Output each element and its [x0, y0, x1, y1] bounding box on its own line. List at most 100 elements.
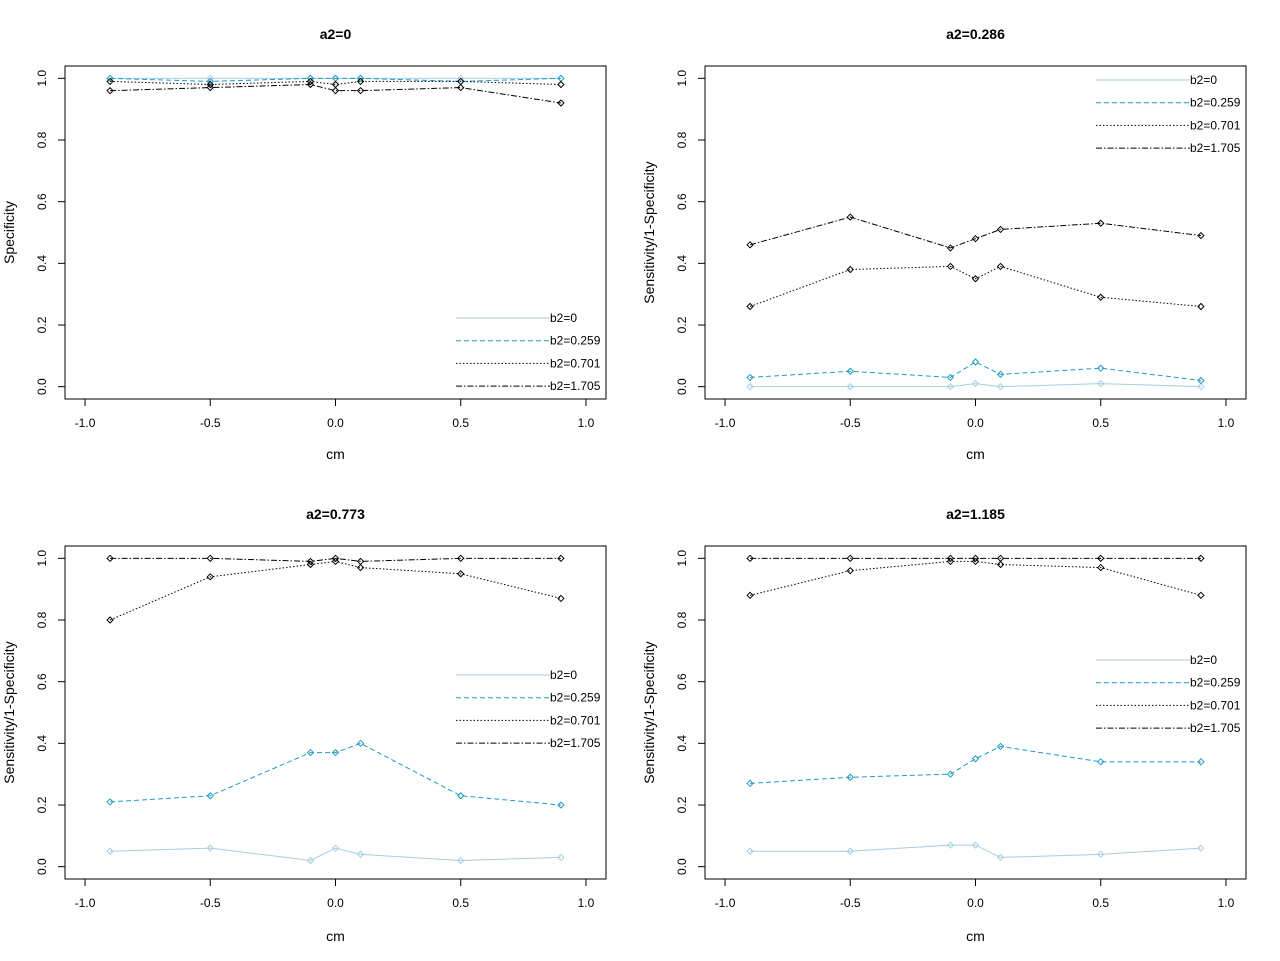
data-point [331, 86, 340, 95]
series-3 [106, 557, 565, 624]
data-point [996, 382, 1005, 391]
data-point [746, 382, 754, 391]
x-axis-label: cm [966, 928, 985, 944]
legend-label: b2=0.701 [1190, 698, 1241, 712]
y-tick-label: 0.0 [675, 378, 689, 395]
data-point [1197, 302, 1205, 311]
series-line [749, 216, 1201, 249]
data-point [106, 847, 114, 855]
data-point [846, 847, 854, 855]
series-4 [106, 80, 565, 107]
x-axis-label: cm [966, 446, 985, 462]
x-axis-label: cm [326, 928, 345, 944]
legend-label: b2=0.701 [1190, 118, 1241, 132]
data-point [846, 265, 854, 274]
series-line [750, 361, 1201, 381]
data-point [106, 554, 114, 563]
y-tick-label: 1.0 [35, 70, 49, 87]
chart-title: a2=0 [320, 26, 352, 42]
data-point [971, 275, 980, 283]
x-tick-label: 0.5 [1092, 416, 1109, 430]
data-point [106, 77, 114, 86]
x-tick-label: 1.0 [578, 896, 595, 910]
plot-frame [704, 545, 1247, 880]
series-line [750, 745, 1201, 784]
series-line [749, 560, 1202, 596]
x-tick-label: -1.0 [715, 896, 736, 910]
legend: b2=0 b2=0.259 b2=0.701 b2=1.705 [1096, 73, 1241, 155]
data-point [1197, 231, 1205, 240]
y-tick-label: 1.0 [675, 550, 689, 567]
data-point [1197, 844, 1205, 852]
series-3 [746, 557, 1205, 600]
data-point [356, 77, 365, 86]
data-point [457, 554, 465, 563]
data-point [946, 770, 955, 778]
data-point [206, 792, 214, 800]
data-point [1097, 379, 1105, 388]
y-tick-label: 0.0 [675, 858, 689, 875]
data-point [971, 379, 980, 388]
x-tick-label: 0.5 [1092, 896, 1109, 910]
chart-panel-3: a2=0.773-1.0 -0.5 0.0 0.5 1.0cm0.00.20.40.60… [1, 506, 607, 944]
legend-label: b2=0.259 [550, 691, 601, 705]
data-point [306, 560, 315, 569]
data-point [946, 557, 955, 566]
data-point [846, 213, 854, 221]
data-point [306, 80, 315, 89]
data-point [306, 557, 315, 566]
data-point [746, 554, 754, 563]
x-tick-label: 1.0 [1218, 896, 1235, 910]
x-tick-label: -0.5 [840, 896, 861, 910]
data-point [746, 373, 754, 382]
data-point [971, 755, 980, 763]
legend-label: b2=1.705 [550, 736, 601, 750]
legend: b2=0 b2=0.259 b2=0.701 b2=1.705 [456, 668, 601, 750]
x-axis: -1.0 -0.5 0.0 0.5 1.0 [715, 879, 1235, 910]
data-point [1097, 850, 1105, 859]
y-tick-label: 0.8 [675, 131, 689, 148]
data-point [971, 234, 980, 243]
data-point [996, 554, 1005, 563]
legend-label: b2=0.259 [1190, 676, 1241, 690]
chart-title: a2=0.286 [946, 26, 1005, 42]
data-point [356, 563, 365, 572]
data-point [996, 225, 1005, 234]
y-axis-label: Sensitivity/1-Specificity [641, 641, 657, 783]
x-tick-label: 0.0 [967, 416, 984, 430]
x-tick-label: -0.5 [200, 416, 221, 430]
chart-panel-2: a2=0.286-1.0 -0.5 0.0 0.5 1.0cm0.00.20.40.60… [641, 26, 1247, 462]
data-point [557, 554, 565, 563]
y-tick-label: 1.0 [35, 550, 49, 567]
y-tick-label: 0.2 [35, 316, 49, 333]
data-point [946, 554, 955, 563]
data-point [996, 560, 1005, 569]
data-point [356, 86, 365, 95]
y-tick-label: 0.4 [675, 735, 689, 752]
data-point [946, 373, 955, 382]
data-point [946, 841, 955, 849]
plot-frame [64, 545, 607, 880]
data-point [1097, 563, 1105, 572]
x-tick-label: 0.5 [452, 416, 469, 430]
y-tick-label: 0.6 [675, 673, 689, 690]
chart-title: a2=1.185 [946, 506, 1005, 522]
data-point [106, 616, 114, 624]
x-tick-label: 0.5 [452, 896, 469, 910]
data-point [1197, 376, 1205, 385]
y-tick-label: 0.8 [35, 131, 49, 148]
data-point [557, 594, 565, 603]
y-tick-label: 0.2 [675, 796, 689, 813]
series-2 [746, 358, 1205, 385]
data-point [946, 382, 955, 391]
legend-label: b2=0 [1190, 73, 1217, 87]
series-line [749, 265, 1201, 307]
data-point [746, 847, 754, 855]
data-point [1097, 364, 1105, 372]
data-point [106, 798, 114, 806]
x-tick-label: 0.0 [327, 416, 344, 430]
y-tick-label: 0.4 [675, 255, 689, 272]
data-point [306, 748, 315, 757]
series-3 [746, 262, 1205, 311]
